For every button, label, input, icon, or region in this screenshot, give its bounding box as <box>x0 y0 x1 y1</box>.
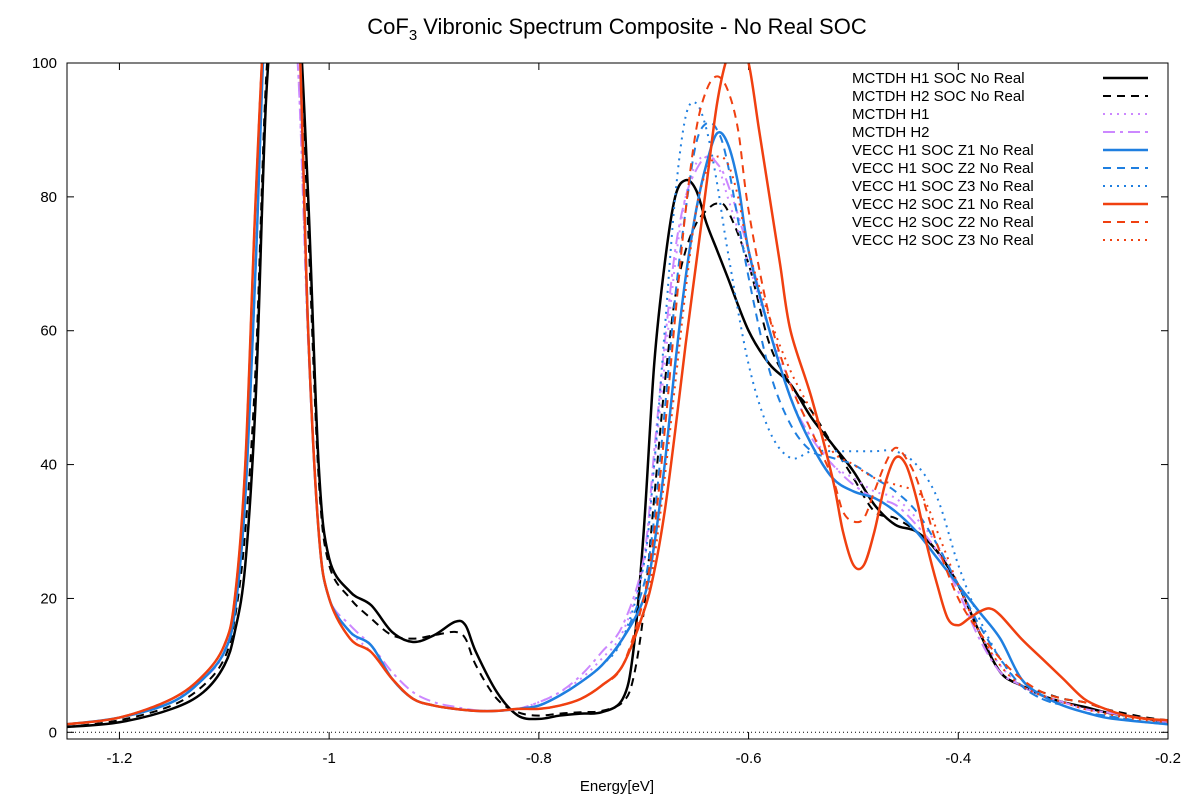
x-tick-label: -1 <box>322 750 335 767</box>
legend-label-9: VECC H2 SOC Z2 No Real <box>852 214 1034 231</box>
series-line-5 <box>67 63 1168 726</box>
legend-label-7: VECC H1 SOC Z3 No Real <box>852 178 1034 195</box>
legend-label-1: MCTDH H1 SOC No Real <box>852 70 1025 87</box>
legend-label-4: MCTDH H2 <box>852 124 930 141</box>
plot-frame <box>66 62 1169 740</box>
legend-label-5: VECC H1 SOC Z1 No Real <box>852 142 1034 159</box>
series-line-9 <box>67 63 1168 726</box>
x-tick-label: -0.4 <box>945 750 971 767</box>
x-tick-label: -1.2 <box>106 750 132 767</box>
chart-title-rest: Vibronic Spectrum Composite - No Real SO… <box>417 14 867 39</box>
chart-title-subscript: 3 <box>409 27 417 44</box>
chart-title: CoF3 Vibronic Spectrum Composite - No Re… <box>367 14 867 44</box>
y-tick-label: 20 <box>40 590 57 607</box>
legend-label-3: MCTDH H1 <box>852 106 930 123</box>
x-tick-label: -0.6 <box>736 750 762 767</box>
x-tick-label: -0.2 <box>1155 750 1181 767</box>
x-tick-label: -0.8 <box>526 750 552 767</box>
axis-ticks: -1.2 -1 -0.8 -0.6 -0.4 -0.2 0 20 40 60 80 100 <box>32 55 1181 767</box>
series-line-7 <box>67 63 1168 726</box>
x-axis-label: Energy[eV] <box>580 778 654 795</box>
legend-label-6: VECC H1 SOC Z2 No Real <box>852 160 1034 177</box>
legend-label-8: VECC H2 SOC Z1 No Real <box>852 196 1034 213</box>
series-line-10 <box>67 63 1168 726</box>
series-layer <box>67 63 1168 729</box>
y-tick-label: 60 <box>40 323 57 340</box>
series-line-6 <box>67 63 1168 726</box>
series-line-8 <box>67 63 1168 726</box>
y-tick-label: 40 <box>40 457 57 474</box>
legend-label-2: MCTDH H2 SOC No Real <box>852 88 1025 105</box>
legend-label-10: VECC H2 SOC Z3 No Real <box>852 232 1034 249</box>
y-tick-label: 0 <box>49 724 57 741</box>
y-tick-label: 100 <box>32 55 57 72</box>
y-tick-label: 80 <box>40 189 57 206</box>
